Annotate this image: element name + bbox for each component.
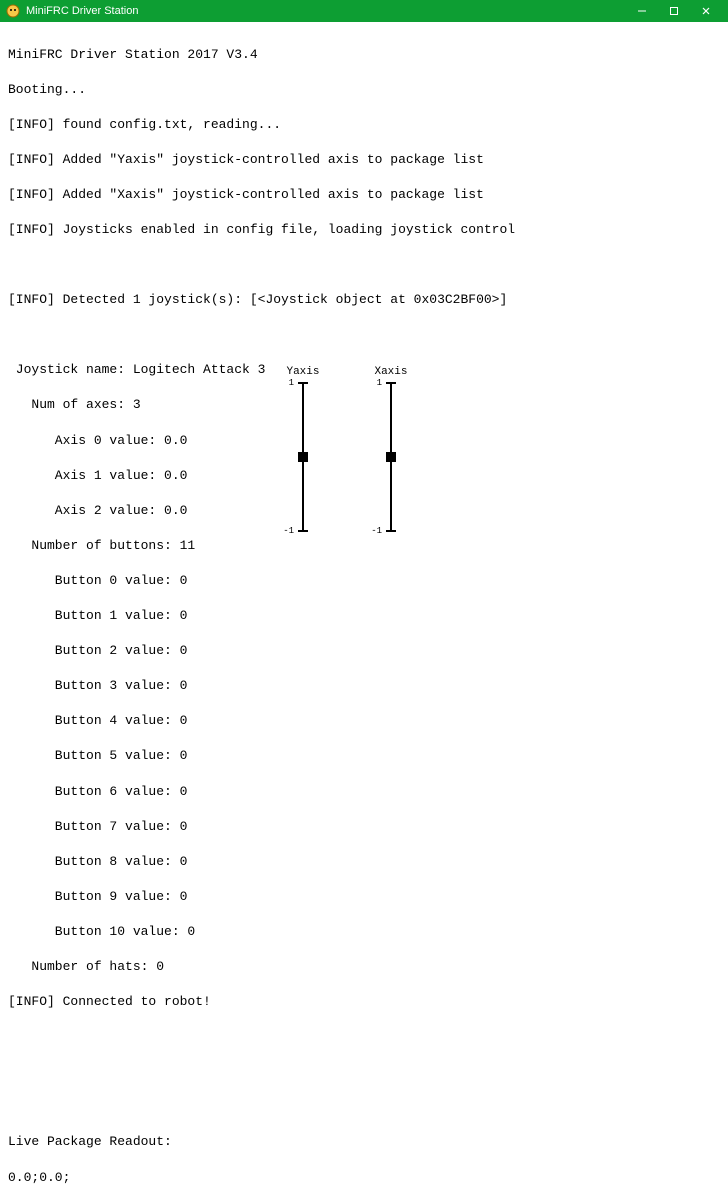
slider-endcap-icon xyxy=(298,530,308,532)
slider-label: Yaxis xyxy=(286,366,319,378)
window-title: MiniFRC Driver Station xyxy=(26,5,626,17)
slider-endcap-icon xyxy=(386,530,396,532)
window-titlebar: MiniFRC Driver Station xyxy=(0,0,728,22)
console-info-line: [INFO] Added "Yaxis" joystick-controlled… xyxy=(8,151,720,169)
slider-track[interactable]: 1 -1 xyxy=(278,382,328,532)
console-info-line: [INFO] Detected 1 joystick(s): [<Joystic… xyxy=(8,291,720,309)
console-output: MiniFRC Driver Station 2017 V3.4 Booting… xyxy=(0,22,728,1200)
button-value-line: Button 7 value: 0 xyxy=(8,818,720,836)
console-blank-line xyxy=(8,256,720,274)
button-value-line: Button 2 value: 0 xyxy=(8,642,720,660)
slider-thumb[interactable] xyxy=(298,452,308,462)
num-hats-line: Number of hats: 0 xyxy=(8,958,720,976)
yaxis-slider[interactable]: Yaxis 1 -1 xyxy=(278,366,328,532)
button-value-line: Button 5 value: 0 xyxy=(8,747,720,765)
button-value-line: Button 6 value: 0 xyxy=(8,783,720,801)
button-value-line: Button 9 value: 0 xyxy=(8,888,720,906)
close-button[interactable] xyxy=(690,0,722,22)
slider-min-label: -1 xyxy=(371,526,382,536)
console-info-line: [INFO] Connected to robot! xyxy=(8,993,720,1011)
console-booting: Booting... xyxy=(8,81,720,99)
console-info-line: [INFO] found config.txt, reading... xyxy=(8,116,720,134)
console-header: MiniFRC Driver Station 2017 V3.4 xyxy=(8,46,720,64)
button-value-line: Button 8 value: 0 xyxy=(8,853,720,871)
button-value-line: Button 3 value: 0 xyxy=(8,677,720,695)
slider-label: Xaxis xyxy=(374,366,407,378)
live-readout-label: Live Package Readout: xyxy=(8,1133,720,1151)
slider-thumb[interactable] xyxy=(386,452,396,462)
button-value-line: Button 4 value: 0 xyxy=(8,712,720,730)
num-buttons-line: Number of buttons: 11 xyxy=(8,537,720,555)
console-info-line: [INFO] Added "Xaxis" joystick-controlled… xyxy=(8,186,720,204)
live-readout-value: 0.0;0.0; xyxy=(8,1169,720,1187)
console-blank-line xyxy=(8,1098,720,1116)
axis-sliders-panel: Yaxis 1 -1 Xaxis 1 -1 xyxy=(278,366,416,532)
slider-max-label: 1 xyxy=(377,378,382,388)
button-value-line: Button 0 value: 0 xyxy=(8,572,720,590)
window-controls xyxy=(626,0,722,22)
slider-track[interactable]: 1 -1 xyxy=(366,382,416,532)
slider-max-label: 1 xyxy=(289,378,294,388)
maximize-button[interactable] xyxy=(658,0,690,22)
minimize-button[interactable] xyxy=(626,0,658,22)
console-info-line: [INFO] Joysticks enabled in config file,… xyxy=(8,221,720,239)
xaxis-slider[interactable]: Xaxis 1 -1 xyxy=(366,366,416,532)
button-value-line: Button 10 value: 0 xyxy=(8,923,720,941)
console-blank-line xyxy=(8,1028,720,1046)
console-blank-line xyxy=(8,1063,720,1081)
console-blank-line xyxy=(8,326,720,344)
slider-min-label: -1 xyxy=(283,526,294,536)
app-icon xyxy=(6,4,20,18)
button-value-line: Button 1 value: 0 xyxy=(8,607,720,625)
